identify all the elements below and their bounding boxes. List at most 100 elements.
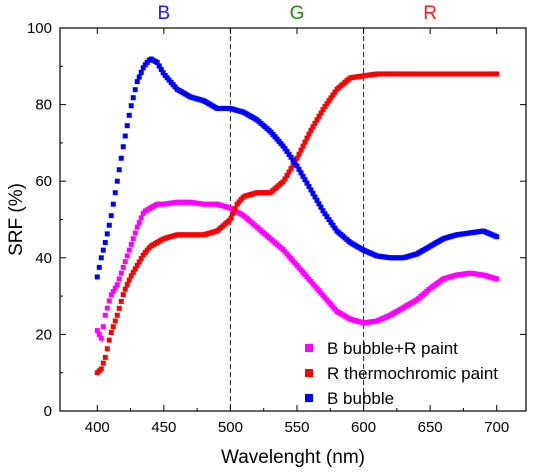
data-point <box>110 324 116 330</box>
data-point <box>130 269 136 275</box>
data-point <box>138 69 144 75</box>
data-point <box>330 92 336 98</box>
data-point <box>332 225 338 231</box>
data-point <box>322 211 328 217</box>
x-tick-label: 450 <box>151 419 176 436</box>
y-tick-label: 40 <box>35 250 52 267</box>
data-point <box>138 256 144 262</box>
x-tick-label: 400 <box>85 419 110 436</box>
data-point <box>96 264 102 270</box>
data-point <box>126 247 132 253</box>
data-point <box>96 331 102 337</box>
data-point <box>140 65 146 71</box>
x-tick-label: 650 <box>418 419 443 436</box>
data-point <box>302 177 308 183</box>
data-point <box>154 59 160 65</box>
legend-label: B bubble+R paint <box>327 339 458 358</box>
data-point <box>228 215 234 221</box>
data-point <box>280 179 286 185</box>
data-point <box>294 163 300 169</box>
data-point <box>308 187 314 193</box>
data-point <box>124 253 130 259</box>
data-point <box>118 155 124 161</box>
data-point <box>286 151 292 157</box>
y-axis-title: SRF (%) <box>6 183 27 256</box>
data-point <box>120 144 126 150</box>
data-point <box>316 201 322 207</box>
data-point <box>106 337 112 343</box>
data-point <box>102 239 108 245</box>
data-point <box>112 190 118 196</box>
data-point <box>300 143 306 149</box>
x-tick-label: 600 <box>351 419 376 436</box>
data-point <box>136 259 142 265</box>
data-point <box>324 214 330 220</box>
data-point <box>114 312 120 318</box>
data-point <box>124 123 130 129</box>
series-layer <box>94 56 500 376</box>
data-point <box>128 241 134 247</box>
data-point <box>318 110 324 116</box>
data-point <box>104 346 110 352</box>
y-tick-label: 60 <box>35 173 52 190</box>
series-1 <box>94 199 500 341</box>
data-point <box>328 95 334 101</box>
x-tick-label: 700 <box>484 419 509 436</box>
data-point <box>98 366 104 372</box>
data-point <box>296 166 302 172</box>
data-point <box>122 286 128 292</box>
data-point <box>132 230 138 236</box>
legend-marker <box>305 369 313 377</box>
data-point <box>282 146 288 152</box>
data-point <box>288 166 294 172</box>
data-point <box>126 112 132 118</box>
data-point <box>112 318 118 324</box>
data-point <box>314 117 320 123</box>
data-point <box>118 270 124 276</box>
series-2 <box>94 71 500 376</box>
x-axis: 400 450 500 550 600 650 700 <box>85 28 509 436</box>
data-point <box>100 324 106 330</box>
data-point <box>304 180 310 186</box>
data-point <box>326 217 332 222</box>
data-point <box>298 170 304 176</box>
data-point <box>494 234 500 240</box>
data-point <box>310 124 316 130</box>
data-point <box>322 104 328 110</box>
data-point <box>100 360 106 366</box>
data-point <box>130 95 136 101</box>
data-point <box>310 190 316 196</box>
data-point <box>110 289 116 295</box>
data-point <box>94 274 100 280</box>
data-point <box>312 120 318 126</box>
data-point <box>494 71 500 77</box>
data-point <box>128 273 134 279</box>
x-axis-title: Wavelenght (nm) <box>221 447 365 468</box>
data-point <box>328 219 334 225</box>
data-point <box>116 305 122 311</box>
data-point <box>326 98 332 104</box>
data-point <box>110 201 116 207</box>
data-point <box>284 149 290 155</box>
band-label: R <box>423 3 437 24</box>
data-point <box>232 206 238 212</box>
data-point <box>288 154 294 160</box>
data-point <box>128 103 134 109</box>
data-point <box>104 231 110 237</box>
data-point <box>494 276 500 282</box>
data-point <box>330 222 336 228</box>
data-point <box>120 264 126 270</box>
data-point <box>282 176 288 182</box>
data-point <box>106 222 112 228</box>
data-point <box>102 354 108 360</box>
data-point <box>324 101 330 107</box>
data-point <box>94 328 100 334</box>
data-point <box>290 157 296 163</box>
data-point <box>106 298 112 304</box>
data-point <box>98 255 104 261</box>
y-axis: 0 20 40 60 80 100 <box>27 20 526 420</box>
data-point <box>158 66 164 72</box>
data-point <box>122 133 128 139</box>
